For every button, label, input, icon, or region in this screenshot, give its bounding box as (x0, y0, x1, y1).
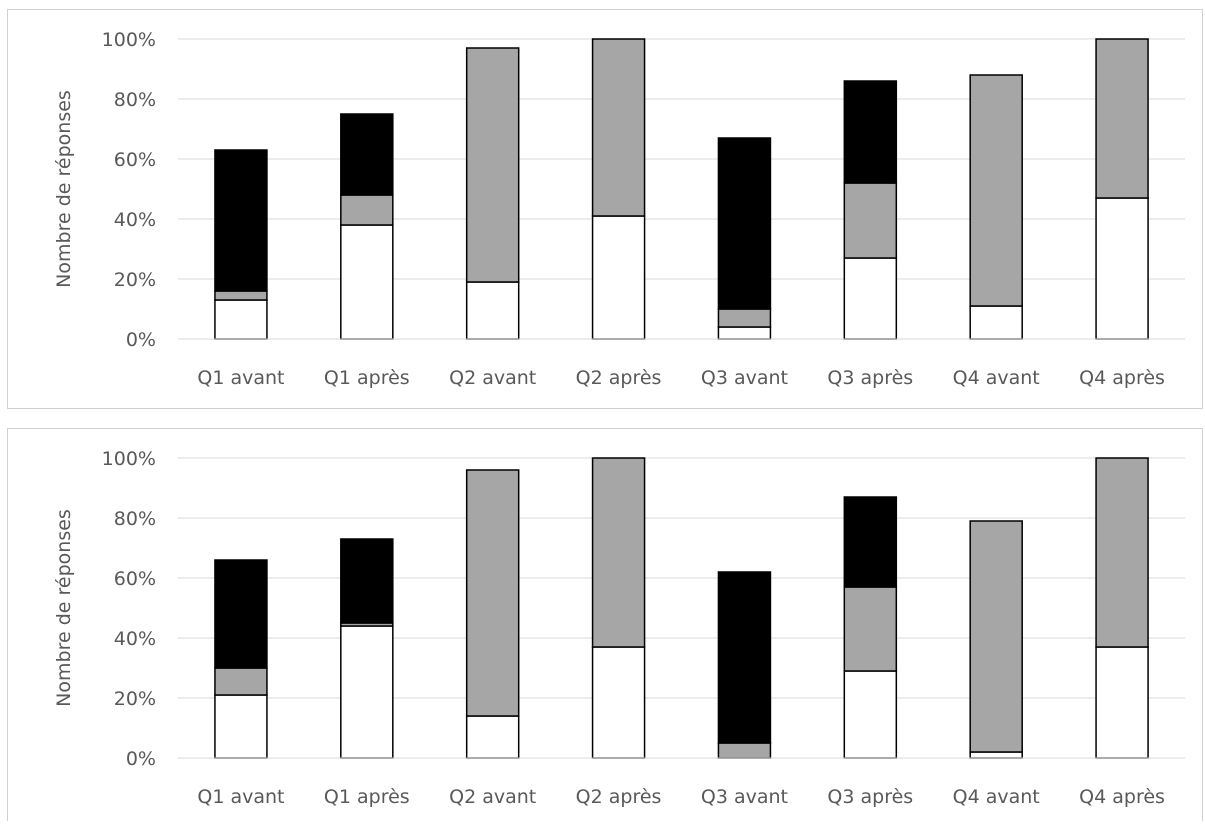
bar-segment (591, 215, 646, 340)
bar-segment (340, 113, 394, 196)
x-tick-label: Q1 après (324, 367, 410, 389)
x-tick-label: Q4 après (1079, 786, 1165, 808)
bar-segment (340, 625, 394, 759)
bar-segment (969, 520, 1023, 753)
chart-panel-2: 0% 20% 40% 60% 80% 100% Q1 avant Q1 après Q2 ava… (7, 428, 1203, 821)
bar-segment (465, 47, 520, 283)
x-tick-label: Q3 avant (701, 367, 788, 389)
x-tick-label: Q2 après (576, 786, 662, 808)
stacked-bar-chart-1: 0% 20% 40% 60% 80% 100% Q1 avant Q1 après Q2 ava… (53, 29, 1185, 389)
bar-segment (843, 670, 898, 759)
bar-segment (717, 308, 772, 328)
bar-segment (465, 281, 520, 340)
x-tick-label: Q4 avant (953, 786, 1040, 808)
y-tick-label: 60% (114, 568, 156, 590)
x-tick-label: Q1 après (324, 786, 410, 808)
y-tick-label: 20% (114, 688, 156, 710)
y-tick-label: 20% (114, 269, 156, 291)
bar-segment (1095, 197, 1149, 340)
bar-segment (214, 299, 268, 340)
x-tick-label: Q2 avant (449, 786, 536, 808)
bar-segment (717, 326, 772, 340)
bar-segment (717, 571, 772, 744)
y-tick-label: 100% (102, 29, 156, 51)
y-tick-label: 80% (114, 89, 156, 111)
bar-segment (1095, 646, 1149, 759)
y-tick-label: 40% (114, 628, 156, 650)
stacked-bar-chart-2: 0% 20% 40% 60% 80% 100% Q1 avant Q1 après Q2 ava… (53, 448, 1185, 808)
bar-segment (843, 496, 898, 588)
bar-segment (843, 80, 898, 184)
x-tick-label: Q2 avant (449, 367, 536, 389)
y-tick-label: 40% (114, 209, 156, 231)
bar-segment (969, 74, 1023, 307)
bar-segment (717, 137, 772, 310)
x-tick-label: Q1 avant (197, 367, 284, 389)
bar-segment (969, 305, 1023, 340)
x-tick-label: Q2 après (576, 367, 662, 389)
bar-segment (591, 646, 646, 759)
y-axis-title: Nombre de réponses (53, 90, 75, 288)
bar-segment (843, 586, 898, 672)
bar-segment (591, 38, 646, 217)
x-tick-label: Q4 avant (953, 367, 1040, 389)
bar-segment (1095, 38, 1149, 199)
bar-segment (717, 742, 772, 759)
bar-segment (340, 538, 394, 624)
y-tick-label: 60% (114, 149, 156, 171)
bar-segment (214, 149, 268, 292)
x-tick-label: Q3 avant (701, 786, 788, 808)
y-tick-label: 0% (126, 329, 156, 351)
y-tick-label: 80% (114, 508, 156, 530)
x-tick-label: Q4 après (1079, 367, 1165, 389)
y-axis-title: Nombre de réponses (53, 509, 75, 707)
bar-segment (214, 290, 268, 301)
bar-segment (465, 469, 520, 717)
bar-segment (465, 715, 520, 759)
y-tick-label: 0% (126, 748, 156, 770)
bar-segment (843, 182, 898, 259)
chart-panel-1: 0% 20% 40% 60% 80% 100% Q1 avant Q1 après Q2 ava… (7, 9, 1203, 409)
bar-segment (214, 694, 268, 759)
bar-segment (1095, 457, 1149, 648)
x-tick-label: Q3 après (827, 786, 913, 808)
bar-segment (591, 457, 646, 648)
x-tick-label: Q3 après (827, 367, 913, 389)
y-tick-label: 100% (102, 448, 156, 470)
bar-segment (214, 559, 268, 669)
bar-segment (969, 751, 1023, 759)
bar-segment (340, 224, 394, 340)
bar-segment (340, 194, 394, 226)
bar-segment (214, 667, 268, 696)
bar-segment (843, 257, 898, 340)
x-tick-label: Q1 avant (197, 786, 284, 808)
